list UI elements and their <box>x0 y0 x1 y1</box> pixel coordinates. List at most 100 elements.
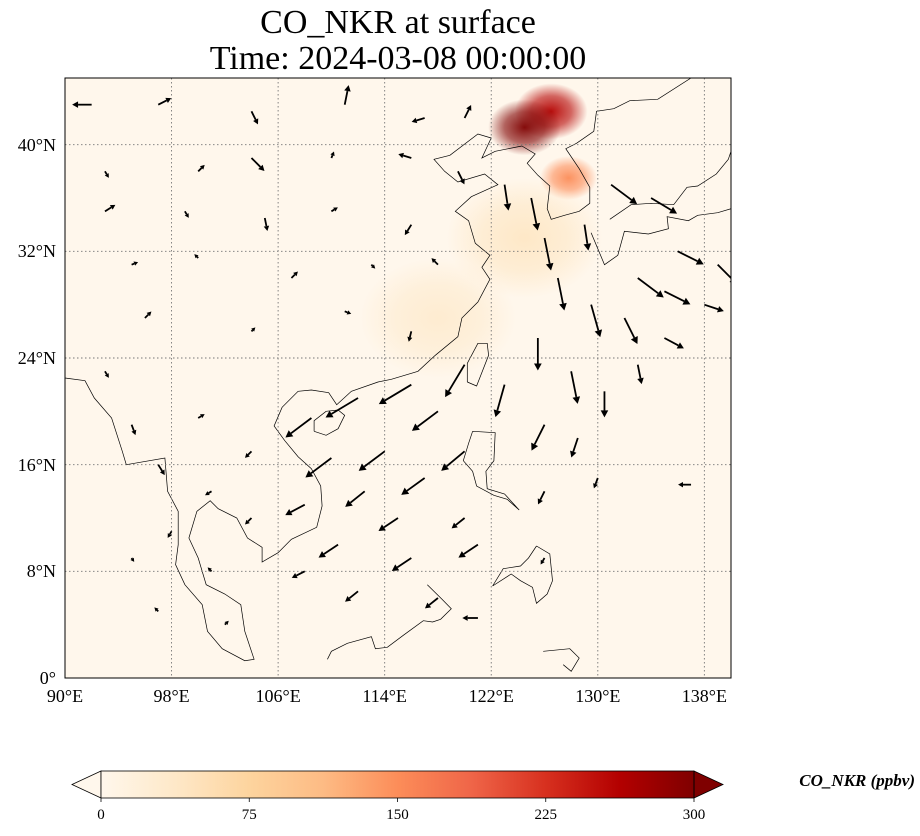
wind-arrow <box>378 383 412 405</box>
longitude-tick-label: 114°E <box>362 686 407 706</box>
wind-arrow <box>144 311 152 319</box>
colorbar-tick-label: 300 <box>682 807 706 823</box>
wind-arrow <box>285 503 306 516</box>
coastline-segment <box>313 409 346 436</box>
map-frame <box>64 77 732 679</box>
colorbar-extend-max <box>693 770 724 799</box>
wind-arrow <box>131 261 139 266</box>
colorbar-tick-label: 0 <box>97 807 105 823</box>
coastline-segment <box>462 430 520 511</box>
wind-arrow <box>593 477 599 489</box>
coastline-segment <box>492 545 553 604</box>
wind-arrow <box>157 97 172 106</box>
wind-arrow <box>398 152 412 159</box>
wind-arrow <box>445 364 466 398</box>
wind-arrow <box>330 151 335 159</box>
longitude-tick-label: 130°E <box>575 686 621 706</box>
wind-arrow <box>72 101 92 108</box>
wind-arrow <box>358 450 386 471</box>
wind-arrow <box>462 615 478 621</box>
wind-arrow <box>600 391 609 418</box>
coastline-segment <box>609 151 731 220</box>
wind-arrow <box>530 197 541 231</box>
wind-arrow <box>411 410 439 431</box>
wind-arrow <box>650 197 678 214</box>
wind-arrow <box>224 620 229 626</box>
wind-arrow <box>184 210 189 218</box>
wind-arrow <box>431 258 439 266</box>
coastline-segment <box>521 78 692 220</box>
wind-arrow <box>451 517 466 529</box>
wind-arrow <box>583 224 592 251</box>
wind-arrow <box>537 490 546 505</box>
wind-arrow <box>463 105 472 119</box>
wind-arrow <box>290 271 298 279</box>
latitude-tick-label: 16°N <box>17 454 56 475</box>
wind-arrow <box>590 304 603 338</box>
wind-arrow <box>370 264 376 269</box>
wind-arrow <box>623 317 638 344</box>
wind-arrow <box>610 183 638 205</box>
wind-arrow <box>441 450 466 471</box>
wind-arrow <box>636 364 644 385</box>
wind-arrow <box>157 464 165 476</box>
wind-arrow <box>207 567 213 572</box>
wind-arrow <box>344 310 352 315</box>
latitude-tick-label: 0° <box>39 668 56 688</box>
map-subtitle-time: Time: 2024-03-08 00:00:00 <box>209 40 587 77</box>
longitude-tick-label: 138°E <box>681 686 727 706</box>
wind-arrow <box>543 237 554 271</box>
wind-arrow <box>194 254 199 259</box>
coastlines <box>65 78 731 672</box>
wind-arrow <box>154 607 159 612</box>
wind-arrow <box>401 477 426 495</box>
longitude-tick-label: 122°E <box>468 686 514 706</box>
coastline-segment <box>466 342 489 387</box>
plume-yellow-sea-haze <box>446 178 603 298</box>
latitude-tick-label: 40°N <box>17 134 56 155</box>
wind-arrow <box>244 517 253 525</box>
wind-arrow <box>503 184 512 211</box>
colorbar-tick-label: 150 <box>386 807 409 823</box>
coastline-segment <box>327 584 452 660</box>
wind-arrow <box>130 557 135 562</box>
map-title: CO_NKR at surface <box>260 4 536 41</box>
colorbar-extend-min <box>71 770 102 799</box>
wind-arrow <box>570 371 581 404</box>
wind-arrow <box>130 424 137 436</box>
wind-arrow <box>318 543 339 558</box>
wind-arrow <box>391 557 412 571</box>
map-plot-area <box>65 78 731 678</box>
wind-arrow <box>378 517 399 531</box>
co-concentration-field <box>65 78 731 678</box>
wind-arrow <box>531 424 546 451</box>
wind-arrow <box>407 331 413 342</box>
wind-arrow <box>291 570 306 579</box>
wind-arrow <box>345 490 366 507</box>
wind-arrow <box>104 204 116 213</box>
longitude-tick-label: 98°E <box>153 686 190 706</box>
wind-arrow <box>556 277 567 311</box>
wind-arrow <box>167 530 173 538</box>
wind-arrow <box>197 414 205 419</box>
wind-arrow <box>250 327 256 332</box>
wind-arrow <box>263 217 270 231</box>
wind-arrow <box>704 303 724 313</box>
wind-arrow <box>677 250 704 265</box>
colorbar <box>71 770 724 802</box>
plume-liaoning-core <box>488 99 561 156</box>
wind-arrow <box>678 481 692 488</box>
wind-arrow <box>244 450 253 458</box>
wind-arrow <box>570 437 579 458</box>
latitude-tick-label: 8°N <box>26 561 56 582</box>
wind-arrow <box>663 290 691 305</box>
wind-arrow <box>345 590 359 602</box>
wind-arrow <box>493 384 506 418</box>
wind-arrow <box>205 490 212 496</box>
coastline-segment <box>543 648 580 672</box>
colorbar-tick-label: 225 <box>534 807 558 823</box>
coastline-segment <box>65 133 522 662</box>
wind-arrow <box>343 85 351 105</box>
longitude-tick-label: 90°E <box>46 686 84 706</box>
wind-arrow <box>285 417 312 438</box>
